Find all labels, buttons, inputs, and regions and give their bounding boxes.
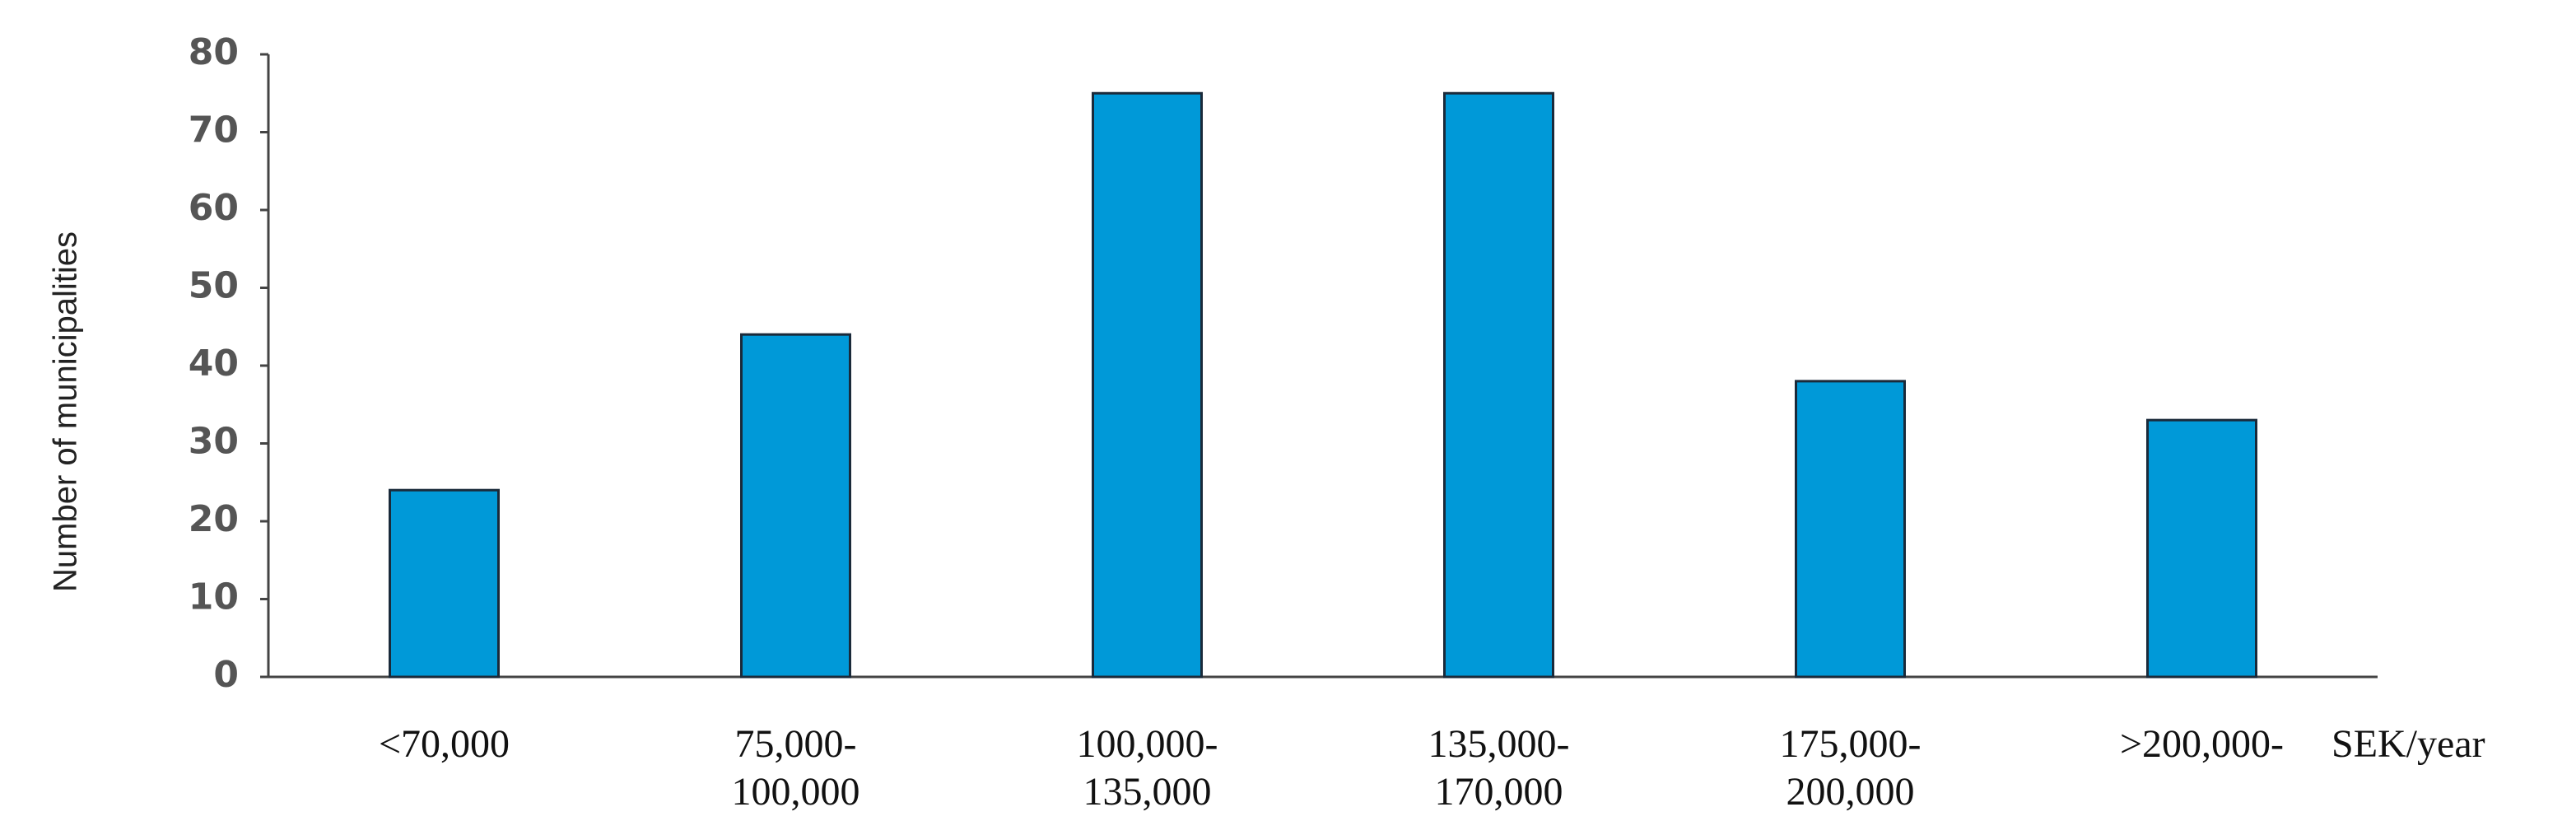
bar — [389, 488, 500, 679]
y-tick-label: 70 — [189, 110, 239, 152]
y-tick-label: 80 — [189, 31, 239, 73]
bar — [740, 333, 851, 679]
y-tick-label: 30 — [189, 421, 239, 463]
x-tick-label: 135,000- 170,000 — [1428, 722, 1570, 814]
x-axis-label: SEK/year — [2331, 722, 2485, 766]
y-tick-label: 20 — [189, 498, 239, 540]
y-tick-label: 10 — [189, 576, 239, 618]
x-tick-label: 100,000- 135,000 — [1076, 722, 1218, 814]
x-tick-label: <70,000 — [378, 722, 510, 766]
bar — [1092, 91, 1203, 679]
y-axis-label: Number of municipalities — [48, 231, 84, 592]
x-tick-label: 75,000- 100,000 — [731, 722, 860, 814]
y-tick-label: 50 — [189, 265, 239, 307]
bar — [2146, 418, 2257, 679]
y-tick-label: 40 — [189, 343, 239, 385]
bar — [1443, 91, 1554, 679]
x-tick-label: >200,000- — [2119, 722, 2285, 766]
x-tick-label: 175,000- 200,000 — [1779, 722, 1922, 814]
bar — [1795, 380, 1906, 679]
y-tick-label: 60 — [189, 187, 239, 229]
y-tick-label: 0 — [213, 654, 239, 696]
